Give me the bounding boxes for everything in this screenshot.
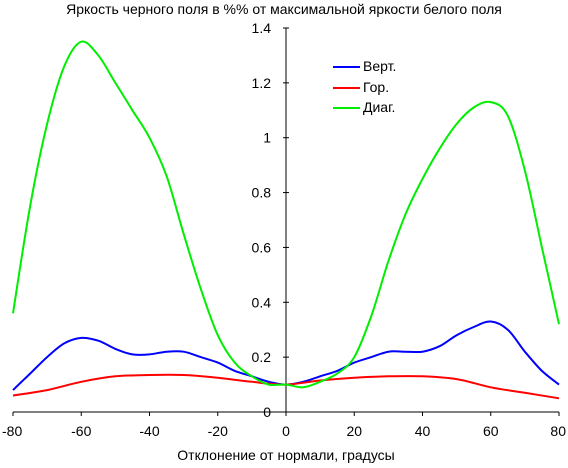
chart-title: Яркость черного поля в %% от максимально…	[66, 1, 502, 17]
y-tick-label: 0.8	[252, 185, 272, 201]
y-tick-label: 0.6	[252, 239, 272, 255]
x-tick-label: 60	[483, 423, 499, 439]
x-tick-label: -20	[208, 423, 228, 439]
y-tick-label: 1.2	[252, 75, 272, 91]
y-tick-label: 1	[263, 130, 271, 146]
x-axis-label: Отклонение от нормали, градусы	[177, 447, 394, 463]
x-tick-label: -80	[2, 423, 22, 439]
x-tick-label: 40	[415, 423, 431, 439]
y-tick-label: 0.4	[252, 294, 272, 310]
y-tick-label: 1.4	[252, 20, 272, 36]
x-tick-label: 20	[346, 423, 362, 439]
legend: Верт. Гор. Диаг.	[333, 58, 396, 115]
series-line-diag	[12, 40, 560, 389]
y-tick-label: 0	[263, 404, 271, 420]
legend-label-hor: Гор.	[363, 79, 389, 95]
x-tick-label: -40	[139, 423, 159, 439]
x-tick-label: -60	[71, 423, 91, 439]
x-tick-label: 0	[282, 423, 290, 439]
x-tick-label: 80	[550, 423, 566, 439]
x-axis-ticks: -80 -60 -40 -20 0 20 40 60 80	[2, 412, 566, 439]
y-tick-label: 0.2	[252, 349, 272, 365]
legend-label-vert: Верт.	[363, 58, 396, 74]
series-lines	[12, 40, 560, 400]
y-axis-ticks: 0 0.2 0.4 0.6 0.8 1 1.2 1.4	[252, 20, 289, 420]
legend-label-diag: Диаг.	[363, 99, 395, 115]
